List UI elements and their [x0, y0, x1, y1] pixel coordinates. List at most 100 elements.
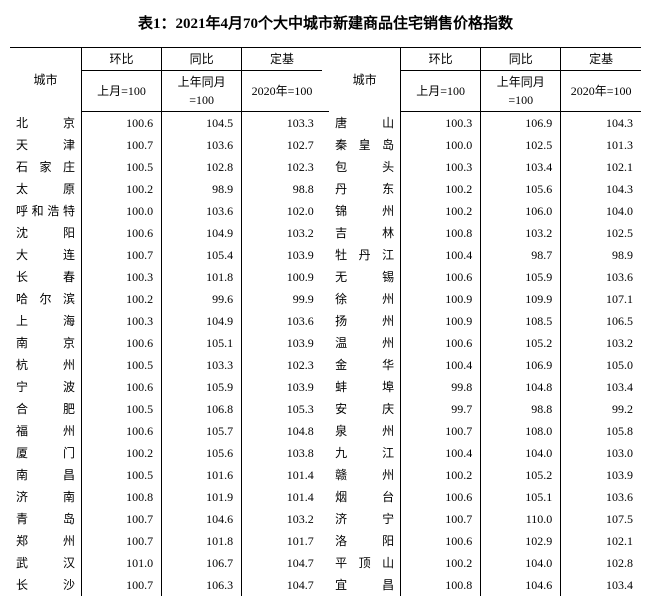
cell-fixed: 103.2: [242, 222, 322, 244]
cell-city: 长 春: [10, 266, 81, 288]
cell-mom: 101.0: [81, 552, 161, 574]
cell-yoy: 102.9: [481, 530, 561, 552]
table-row: 大 连100.7105.4103.9牡丹江100.498.798.9: [10, 244, 641, 266]
cell-mom: 100.6: [401, 530, 481, 552]
cell-city: 宁 波: [10, 376, 81, 398]
cell-mom: 100.2: [401, 178, 481, 200]
cell-yoy: 108.5: [481, 310, 561, 332]
cell-mom: 100.7: [81, 530, 161, 552]
cell-city: 郑 州: [10, 530, 81, 552]
cell-mom: 100.8: [81, 486, 161, 508]
table-row: 哈尔滨100.299.699.9徐 州100.9109.9107.1: [10, 288, 641, 310]
cell-city: 南 昌: [10, 464, 81, 486]
cell-city: 丹 东: [329, 178, 400, 200]
cell-fixed: 104.0: [561, 200, 641, 222]
cell-fixed: 103.6: [561, 266, 641, 288]
cell-fixed: 98.9: [561, 244, 641, 266]
cell-city: 吉 林: [329, 222, 400, 244]
gap: [322, 552, 329, 574]
cell-fixed: 101.4: [242, 464, 322, 486]
col-group-fixed-left: 定基: [242, 48, 322, 71]
cell-mom: 100.7: [401, 508, 481, 530]
cell-mom: 100.3: [81, 266, 161, 288]
gap: [322, 200, 329, 222]
cell-mom: 100.7: [81, 508, 161, 530]
cell-fixed: 105.3: [242, 398, 322, 420]
cell-city: 赣 州: [329, 464, 400, 486]
cell-fixed: 100.9: [242, 266, 322, 288]
cell-mom: 100.6: [81, 332, 161, 354]
gap: [322, 156, 329, 178]
cell-mom: 100.4: [401, 354, 481, 376]
gap: [322, 442, 329, 464]
cell-city: 烟 台: [329, 486, 400, 508]
cell-fixed: 103.6: [242, 310, 322, 332]
table-row: 济 南100.8101.9101.4烟 台100.6105.1103.6: [10, 486, 641, 508]
cell-mom: 100.7: [81, 134, 161, 156]
cell-city: 泉 州: [329, 420, 400, 442]
cell-mom: 100.7: [81, 244, 161, 266]
cell-mom: 100.8: [401, 222, 481, 244]
cell-yoy: 105.9: [162, 376, 242, 398]
gap: [322, 222, 329, 244]
cell-fixed: 104.3: [561, 112, 641, 135]
gap: [322, 310, 329, 332]
cell-city: 杭 州: [10, 354, 81, 376]
cell-yoy: 106.0: [481, 200, 561, 222]
cell-yoy: 105.6: [481, 178, 561, 200]
cell-mom: 100.9: [401, 288, 481, 310]
table-row: 上 海100.3104.9103.6扬 州100.9108.5106.5: [10, 310, 641, 332]
table-row: 呼和浩特100.0103.6102.0锦 州100.2106.0104.0: [10, 200, 641, 222]
cell-mom: 100.2: [401, 200, 481, 222]
cell-yoy: 103.6: [162, 200, 242, 222]
cell-yoy: 104.5: [162, 112, 242, 135]
cell-city: 长 沙: [10, 574, 81, 596]
cell-city: 平顶山: [329, 552, 400, 574]
gap: [322, 464, 329, 486]
col-group-yoy-right: 同比: [481, 48, 561, 71]
gap: [322, 530, 329, 552]
cell-city: 济 南: [10, 486, 81, 508]
table-row: 石家庄100.5102.8102.3包 头100.3103.4102.1: [10, 156, 641, 178]
cell-fixed: 101.4: [242, 486, 322, 508]
cell-city: 唐 山: [329, 112, 400, 135]
col-group-fixed-right: 定基: [561, 48, 641, 71]
table-row: 长 沙100.7106.3104.7宜 昌100.8104.6103.4: [10, 574, 641, 596]
cell-yoy: 104.6: [481, 574, 561, 596]
table-row: 武 汉101.0106.7104.7平顶山100.2104.0102.8: [10, 552, 641, 574]
cell-fixed: 107.1: [561, 288, 641, 310]
col-group-mom-right: 环比: [401, 48, 481, 71]
gap: [322, 420, 329, 442]
cell-fixed: 106.5: [561, 310, 641, 332]
cell-fixed: 101.7: [242, 530, 322, 552]
gap: [322, 48, 329, 71]
cell-city: 金 华: [329, 354, 400, 376]
table-row: 南 京100.6105.1103.9温 州100.6105.2103.2: [10, 332, 641, 354]
cell-fixed: 103.2: [561, 332, 641, 354]
cell-fixed: 102.0: [242, 200, 322, 222]
cell-yoy: 103.2: [481, 222, 561, 244]
cell-mom: 100.4: [401, 442, 481, 464]
cell-yoy: 105.7: [162, 420, 242, 442]
table-row: 北 京100.6104.5103.3唐 山100.3106.9104.3: [10, 112, 641, 135]
cell-yoy: 110.0: [481, 508, 561, 530]
cell-fixed: 104.7: [242, 552, 322, 574]
cell-city: 上 海: [10, 310, 81, 332]
cell-fixed: 102.5: [561, 222, 641, 244]
cell-yoy: 105.4: [162, 244, 242, 266]
cell-mom: 100.2: [81, 178, 161, 200]
col-city-left: 城市: [10, 48, 81, 112]
cell-city: 石家庄: [10, 156, 81, 178]
cell-yoy: 106.7: [162, 552, 242, 574]
gap: [322, 508, 329, 530]
gap: [322, 71, 329, 112]
gap: [322, 178, 329, 200]
cell-mom: 99.8: [401, 376, 481, 398]
cell-yoy: 104.6: [162, 508, 242, 530]
cell-fixed: 103.8: [242, 442, 322, 464]
cell-mom: 100.5: [81, 156, 161, 178]
table-row: 福 州100.6105.7104.8泉 州100.7108.0105.8: [10, 420, 641, 442]
cell-fixed: 103.9: [242, 244, 322, 266]
cell-mom: 100.5: [81, 354, 161, 376]
cell-city: 蚌 埠: [329, 376, 400, 398]
